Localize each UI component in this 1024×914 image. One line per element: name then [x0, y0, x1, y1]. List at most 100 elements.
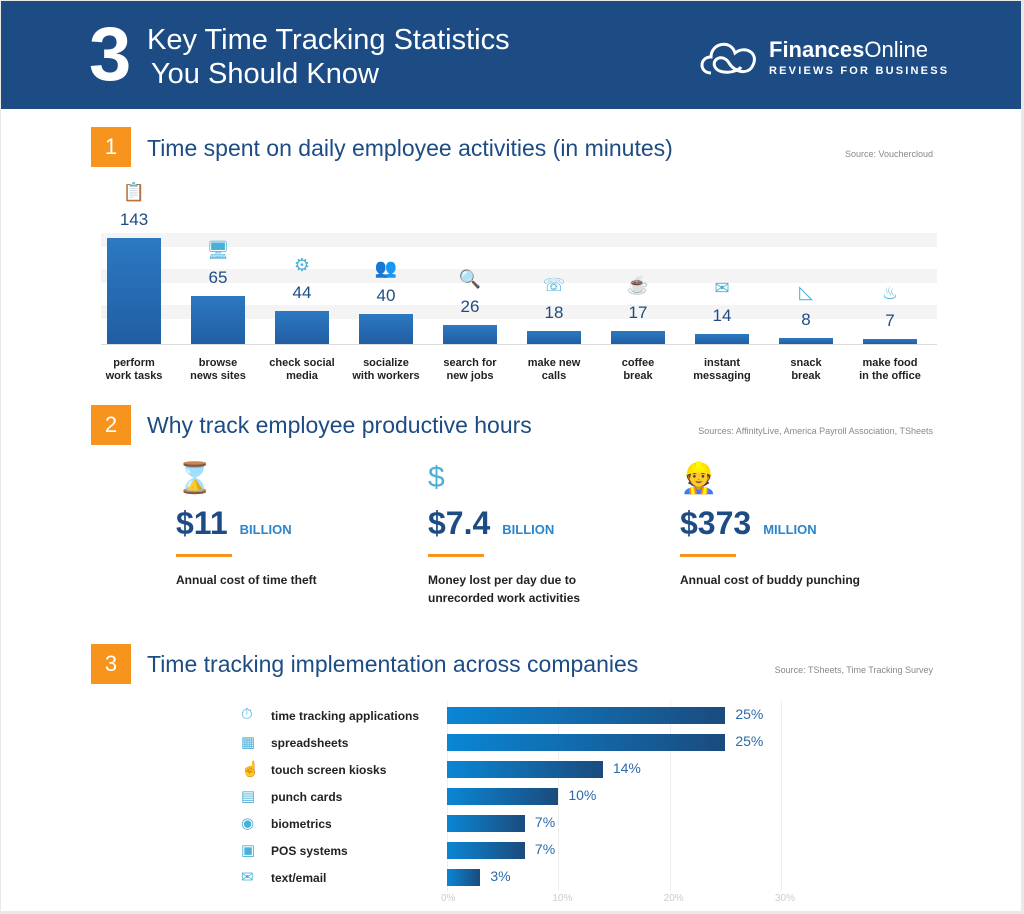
data-label: 26 — [460, 296, 480, 316]
section-source: Source: TSheets, Time Tracking Survey — [774, 665, 933, 675]
category-label: make new calls — [512, 357, 596, 383]
bar — [447, 707, 726, 724]
category-label: biometrics — [271, 817, 332, 831]
label-line: browse — [198, 357, 238, 369]
label-line: break — [791, 370, 821, 382]
bar — [107, 238, 161, 344]
category-label: time tracking applications — [271, 709, 420, 723]
title-line-2: You Should Know — [151, 58, 379, 90]
label-line: coffee — [621, 357, 655, 369]
bar — [447, 842, 525, 859]
data-label: 14% — [612, 760, 641, 776]
title-line-1: Key Time Tracking Statistics — [147, 24, 510, 56]
category-label: punch cards — [271, 790, 343, 804]
data-label: 10% — [568, 787, 597, 803]
bar-row: ▦ spreadsheets 25% — [241, 733, 841, 753]
stat-unit: BILLION — [239, 522, 292, 537]
label-line: break — [623, 370, 653, 382]
cloud-logo-icon — [700, 42, 756, 75]
label-line: media — [286, 370, 318, 382]
punch-card-icon: ▤ — [241, 788, 256, 805]
tick-label: 30% — [775, 893, 796, 904]
section-source: Source: Vouchercloud — [844, 149, 933, 159]
stat-value-row: $11 BILLION — [176, 505, 416, 542]
stat-card: ⌛ $11 BILLION Annual cost of time theft — [176, 461, 416, 589]
bar-row: ◉ biometrics 7% — [241, 814, 841, 834]
bar — [447, 788, 559, 805]
gridline — [101, 233, 937, 247]
data-label: 65 — [208, 267, 228, 287]
section-number: 3 — [91, 644, 131, 684]
stat-value: $7.4 — [428, 505, 491, 541]
stat-value-row: $7.4 BILLION — [428, 505, 668, 542]
money-flow-icon: $ — [428, 461, 445, 494]
section-title: Time spent on daily employee activities … — [147, 135, 673, 161]
sandwich-icon: ◺ — [799, 282, 813, 303]
stopwatch-icon: ⏱ — [241, 706, 253, 723]
bar — [695, 333, 749, 344]
data-label: 44 — [292, 283, 312, 303]
logo: FinancesOnline REVIEWS FOR BUSINESS — [697, 37, 947, 82]
bar — [447, 761, 603, 778]
envelope-icon: ✉ — [714, 277, 730, 298]
label-line: messaging — [693, 370, 751, 382]
monitor-icon: 🖥 — [206, 239, 230, 260]
stat-value: $11 — [176, 505, 228, 541]
stat-card: $ $7.4 BILLION Money lost per day due to un… — [428, 461, 668, 607]
tick-label: 0% — [441, 893, 456, 904]
eye-icon: ◉ — [241, 815, 255, 832]
label-line: instant — [703, 357, 741, 369]
bar — [447, 815, 525, 832]
data-label: 17 — [628, 303, 648, 323]
coffee-icon: ☕ — [626, 275, 650, 296]
divider — [680, 554, 736, 557]
stat-card: 👷 $373 MILLION Annual cost of buddy punchin… — [680, 461, 920, 589]
header-number: 3 — [89, 12, 132, 97]
logo-brand: FinancesOnline — [769, 37, 928, 62]
bar — [443, 324, 497, 344]
tick-label: 10% — [552, 893, 573, 904]
category-label: perform work tasks — [92, 357, 176, 383]
label-line: check social — [269, 357, 335, 369]
label-line: new jobs — [446, 370, 494, 382]
stat-description: Annual cost of buddy punching — [680, 573, 860, 587]
divider — [176, 554, 232, 557]
bar — [527, 330, 581, 344]
category-label: instant messaging — [680, 357, 764, 383]
label-line: make new — [527, 357, 581, 369]
gridline — [558, 701, 560, 891]
category-label: snack break — [764, 357, 848, 383]
bar-row: ✉ text/email 3% — [241, 868, 841, 888]
section-number: 2 — [91, 405, 131, 445]
label-line: socialize — [363, 357, 409, 369]
divider — [428, 554, 484, 557]
label-line: in the office — [859, 370, 921, 382]
section-source: Sources: AffinityLive, America Payroll A… — [698, 426, 933, 436]
category-label: POS systems — [271, 844, 348, 858]
gridline — [669, 701, 671, 891]
label-line: work tasks — [105, 370, 163, 382]
stat-description: Money lost per day due to unrecorded wor… — [428, 573, 581, 605]
stat-value: $373 — [680, 505, 752, 541]
data-label: 7% — [534, 814, 556, 830]
data-label: 40 — [376, 286, 396, 306]
email-icon: ✉ — [241, 869, 254, 886]
bar — [275, 311, 329, 344]
data-label: 7 — [885, 310, 895, 330]
baseline — [101, 344, 937, 345]
label-line: news sites — [190, 370, 246, 382]
bar — [359, 314, 413, 344]
label-line: calls — [541, 370, 567, 382]
label-line: search for — [443, 357, 497, 369]
bar — [779, 338, 833, 344]
bar-row: ⏱ time tracking applications 25% — [241, 706, 841, 726]
bar-row: ☝ touch screen kiosks 14% — [241, 760, 841, 780]
bar — [191, 295, 245, 344]
stat-value-row: $373 MILLION — [680, 505, 920, 542]
stat-description: Annual cost of time theft — [176, 573, 317, 587]
gridline — [101, 269, 937, 283]
label-line: snack — [790, 357, 822, 369]
data-label: 3% — [490, 868, 511, 884]
people-chat-icon: 👥 — [374, 258, 398, 279]
category-label: check social media — [260, 357, 344, 383]
